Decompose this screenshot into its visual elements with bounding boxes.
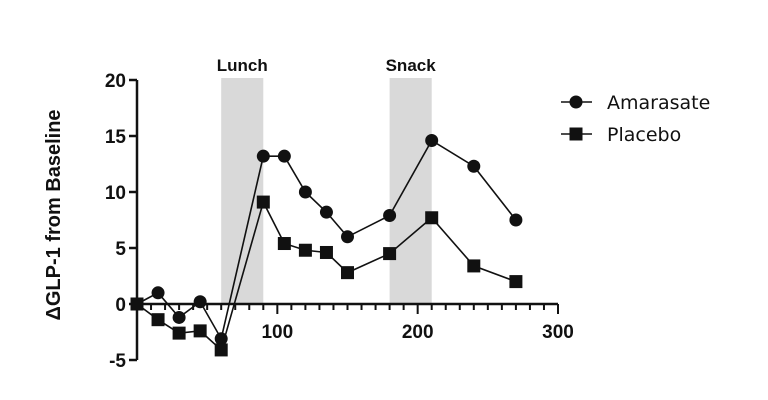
axes: -5 0 5 10 15 20 100 200 300 (105, 71, 574, 372)
y-tick-label: 0 (115, 295, 126, 316)
series-placebo (130, 195, 523, 357)
y-tick-label: 15 (105, 127, 127, 148)
y-tick-label: 20 (105, 71, 126, 92)
x-tick-label: 300 (542, 322, 574, 343)
y-axis-title: ΔGLP-1 from Baseline (43, 109, 65, 320)
legend-label: Placebo (607, 124, 681, 146)
band-label: Lunch (217, 56, 268, 75)
legend-item-placebo: Placebo (561, 124, 681, 146)
band-lunch: Lunch (217, 56, 268, 304)
band-snack: Snack (386, 56, 437, 304)
legend-label: Amarasate (607, 92, 710, 114)
x-tick-label: 100 (261, 322, 293, 343)
y-tick-label: 5 (115, 239, 126, 260)
legend: Amarasate Placebo (561, 92, 710, 146)
x-tick-label: 200 (402, 322, 434, 343)
y-tick-label: -5 (109, 351, 126, 372)
y-tick-label: 10 (105, 183, 126, 204)
shaded-bands: Lunch Snack (217, 56, 436, 304)
legend-item-amarasate: Amarasate (561, 92, 710, 114)
data-series (130, 133, 523, 357)
band-label: Snack (386, 56, 437, 75)
series-amarasate (130, 133, 523, 346)
